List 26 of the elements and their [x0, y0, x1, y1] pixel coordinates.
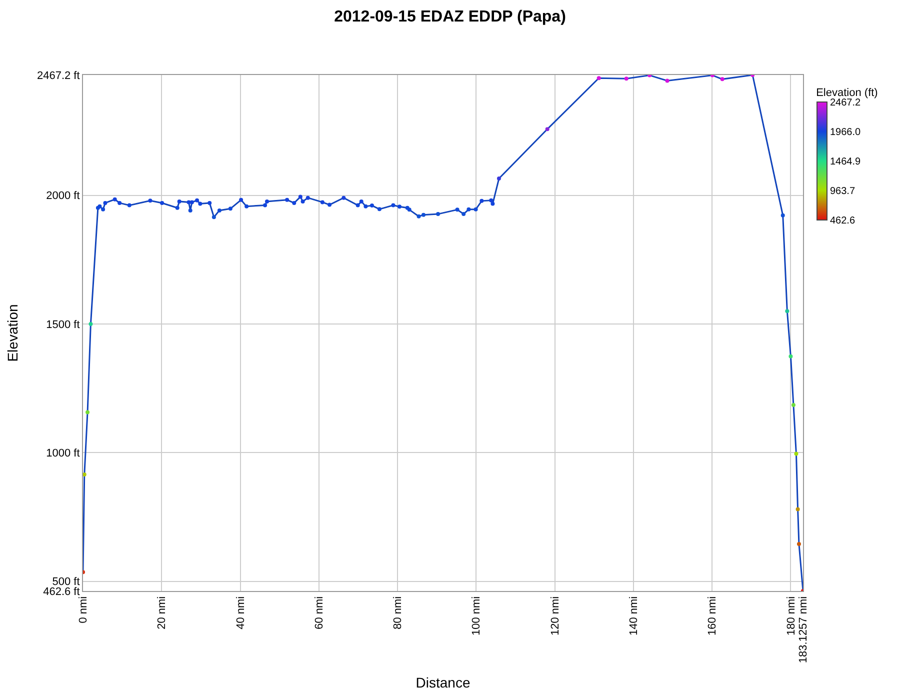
y-tick-label: 1500 ft — [46, 318, 80, 331]
x-tick-label: 120 nmi — [549, 596, 562, 636]
color-bar-label: 1464.9 — [830, 156, 862, 168]
color-bar-label: 2467.2 — [830, 98, 862, 108]
y-tick-label: 1000 ft — [46, 448, 80, 460]
y-tick-label: 2467.2 ft — [36, 70, 80, 82]
x-tick-label: 40 nmi — [234, 596, 247, 630]
color-bar-label: 1966.0 — [830, 127, 862, 138]
chart-title: 2012-09-15 EDAZ EDDP (Papa) — [334, 8, 566, 26]
y-tick-label: 2000 ft — [46, 190, 80, 202]
x-axis-title: Distance — [416, 674, 470, 690]
x-tick-label: 0 nmi — [78, 596, 90, 624]
y-tick-label: 500 ft — [52, 576, 80, 588]
y-tick-label: 462.6 ft — [43, 586, 80, 598]
x-tick-label: 80 nmi — [392, 596, 404, 630]
x-tick-label: 20 nmi — [156, 596, 168, 630]
x-tick-label: 160 nmi — [706, 596, 719, 636]
color-bar-label: 462.6 — [830, 216, 856, 226]
x-tick-label: 60 nmi — [313, 596, 326, 630]
x-tick-label: 140 nmi — [628, 596, 640, 636]
color-bar-title: Elevation (ft) — [816, 86, 878, 99]
x-tick-label: 183.1257 nmi — [798, 596, 810, 664]
y-axis-title: Elevation — [4, 304, 21, 362]
x-tick-label: 100 nmi — [470, 596, 483, 636]
x-tick-label: 180 nmi — [785, 596, 798, 636]
color-bar-label: 963.7 — [830, 186, 856, 197]
